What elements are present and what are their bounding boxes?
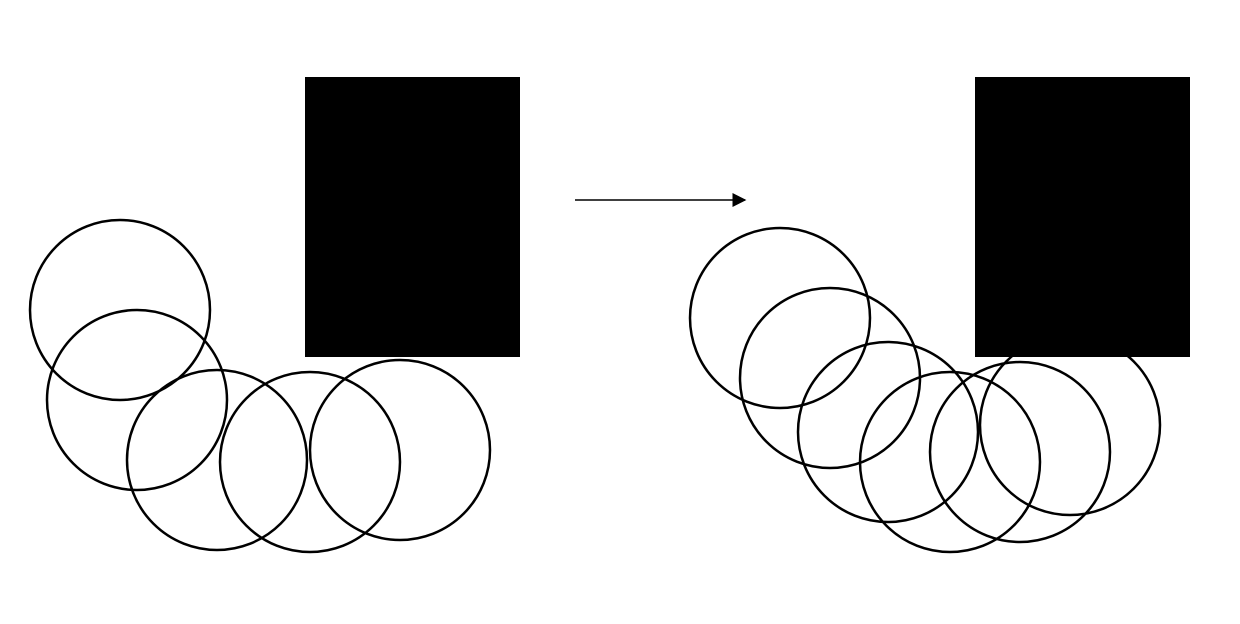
right-circle-5 (980, 335, 1160, 515)
right-circle-0 (690, 228, 870, 408)
left-circle-1 (47, 310, 227, 490)
left-circle-2 (127, 370, 307, 550)
left-circle-0 (30, 220, 210, 400)
right-circle-2 (798, 342, 978, 522)
right-circle-1 (740, 288, 920, 468)
left-rectangle (305, 77, 520, 357)
diagram-canvas (0, 0, 1240, 624)
right-circle-3 (860, 372, 1040, 552)
right-rectangle (975, 77, 1190, 357)
